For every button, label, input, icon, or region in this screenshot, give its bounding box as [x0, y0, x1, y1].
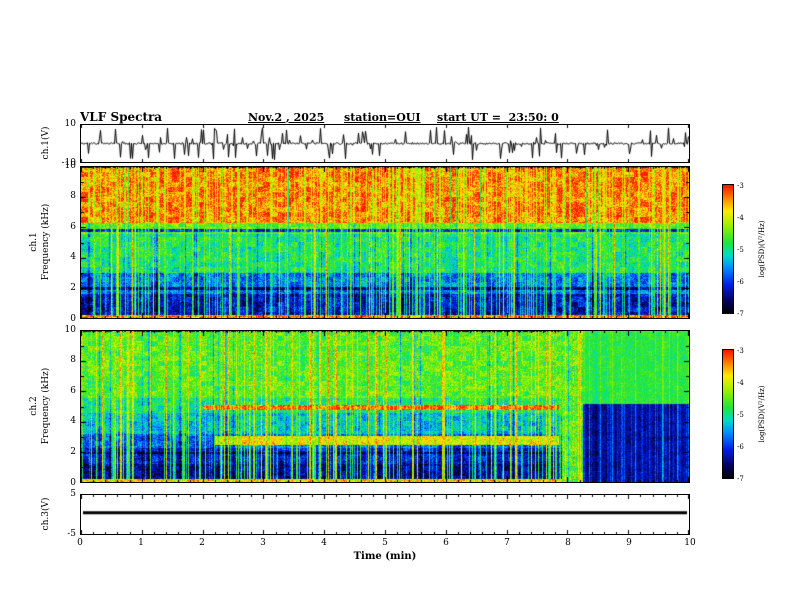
ch1-spec-y-tick: 4 — [70, 252, 76, 263]
x-tick-label: 6 — [443, 538, 449, 548]
colorbar-ch2-gradient — [723, 350, 733, 478]
colorbar-ch1-gradient — [723, 185, 733, 313]
colorbar-ch1-unit-label: log(PSD)(V²/Hz) — [758, 220, 766, 278]
ch1-spec-y-tick: 8 — [70, 191, 76, 202]
ch1-voltage-axis-label: ch.1(V) — [41, 126, 51, 160]
figure-title: VLF Spectra — [80, 110, 163, 124]
ch1-spec-channel-label: ch.1 — [29, 232, 39, 252]
ch3-waveform-canvas — [81, 495, 689, 534]
colorbar-ch1-tick: -4 — [737, 214, 744, 222]
ch1-spec-y-tick: 0 — [70, 313, 76, 324]
ch2-spec-y-tick: 10 — [64, 324, 76, 335]
x-tick-label: 5 — [382, 538, 388, 548]
colorbar-ch1-tick: -6 — [737, 278, 744, 286]
time-axis-label: Time (min) — [353, 551, 417, 562]
ch2-spec-y-tick: 0 — [70, 477, 76, 488]
header-date: Nov.2 , 2025 — [248, 111, 325, 124]
ch2-spec-channel-label: ch.2 — [29, 396, 39, 416]
ch1-spec-y-tick: 2 — [70, 282, 76, 293]
ch1-waveform-canvas — [81, 125, 689, 162]
x-tick-label: 0 — [77, 538, 83, 548]
colorbar-ch2-unit-label: log(PSD)(V²/Hz) — [758, 385, 766, 443]
colorbar-ch2-tick: -5 — [737, 411, 744, 419]
colorbar-ch2-tick: -7 — [737, 475, 744, 483]
colorbar-ch2 — [722, 349, 734, 479]
x-tick-label: 4 — [321, 538, 327, 548]
ch3-wave-y-tick: 5 — [70, 489, 76, 499]
ch2-spec-y-tick: 8 — [70, 355, 76, 366]
ch3-wave-y-tick: -5 — [67, 529, 76, 539]
colorbar-ch1-tick: -3 — [737, 182, 744, 190]
ch1-wave-y-tick: -10 — [61, 158, 77, 168]
x-tick-label: 3 — [260, 538, 266, 548]
ch2-spec-y-tick: 4 — [70, 416, 76, 427]
panel-ch2-spectrogram — [80, 330, 690, 483]
ch1-spec-y-tick: 6 — [70, 221, 76, 232]
x-tick-label: 1 — [138, 538, 144, 548]
x-tick-label: 2 — [199, 538, 205, 548]
ch2-spectrogram-canvas — [81, 331, 689, 482]
colorbar-ch2-tick: -6 — [737, 443, 744, 451]
x-tick-label: 8 — [565, 538, 571, 548]
colorbar-ch1-tick: -5 — [737, 246, 744, 254]
ch3-voltage-axis-label: ch.3(V) — [41, 497, 51, 531]
panel-ch1-spectrogram — [80, 166, 690, 319]
colorbar-ch1 — [722, 184, 734, 314]
header-station: station=OUI — [344, 111, 421, 124]
ch1-spectrogram-canvas — [81, 167, 689, 318]
header-start-ut: start UT = 23:50: 0 — [437, 111, 559, 124]
x-tick-label: 10 — [684, 538, 696, 548]
ch1-spec-y-tick: 10 — [64, 160, 76, 171]
ch2-spec-frequency-axis-label: Frequency (kHz) — [41, 367, 51, 445]
ch1-spec-frequency-axis-label: Frequency (kHz) — [41, 203, 51, 281]
ch2-spec-y-tick: 6 — [70, 385, 76, 396]
ch1-wave-y-tick: 10 — [64, 119, 76, 129]
x-tick-label: 7 — [504, 538, 510, 548]
ch2-spec-y-tick: 2 — [70, 446, 76, 457]
colorbar-ch2-tick: -4 — [737, 379, 744, 387]
panel-ch3-waveform — [80, 494, 690, 535]
panel-ch1-waveform — [80, 124, 690, 163]
colorbar-ch2-tick: -3 — [737, 347, 744, 355]
x-tick-label: 9 — [626, 538, 632, 548]
colorbar-ch1-tick: -7 — [737, 310, 744, 318]
